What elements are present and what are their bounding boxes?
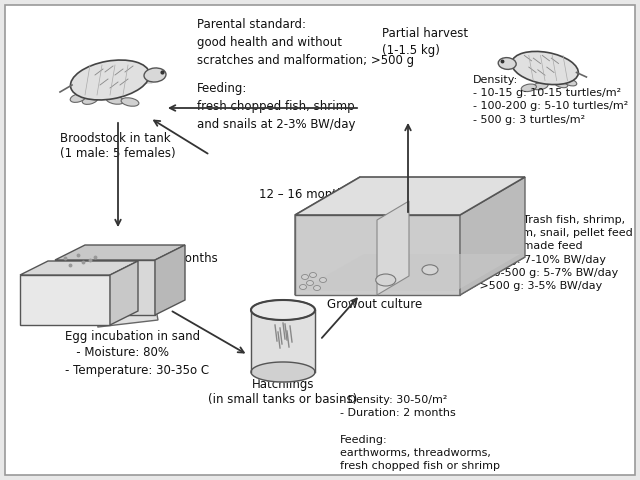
- Ellipse shape: [555, 81, 568, 88]
- Ellipse shape: [521, 84, 536, 92]
- Ellipse shape: [82, 96, 98, 104]
- Ellipse shape: [300, 285, 307, 289]
- Text: Egg incubation in sand: Egg incubation in sand: [65, 330, 200, 343]
- Ellipse shape: [564, 79, 577, 86]
- Text: Density:
- 10-15 g: 10-15 turtles/m²
- 100-200 g: 5-10 turtles/m²
- 500 g: 3 tur: Density: - 10-15 g: 10-15 turtles/m² - 1…: [473, 75, 628, 125]
- Text: Feeding:
fresh chopped fish, shrimp
and snails at 2-3% BW/day: Feeding: fresh chopped fish, shrimp and …: [197, 82, 355, 131]
- Ellipse shape: [498, 58, 516, 70]
- Text: Feeding: Trash fish, shrimp,
earthworm, snail, pellet feed
or home-made feed
- >: Feeding: Trash fish, shrimp, earthworm, …: [472, 215, 633, 291]
- Polygon shape: [251, 310, 315, 372]
- Polygon shape: [460, 177, 525, 295]
- Ellipse shape: [422, 265, 438, 275]
- Polygon shape: [145, 73, 152, 83]
- Text: - Density: 30-50/m²
- Duration: 2 months

Feeding:
earthworms, threadworms,
fres: - Density: 30-50/m² - Duration: 2 months…: [340, 395, 500, 471]
- Ellipse shape: [70, 94, 86, 102]
- Ellipse shape: [70, 60, 150, 100]
- Ellipse shape: [301, 275, 308, 279]
- Polygon shape: [20, 275, 110, 325]
- Polygon shape: [251, 300, 315, 320]
- Text: - Moisture: 80%
- Temperature: 30-35o C: - Moisture: 80% - Temperature: 30-35o C: [65, 346, 209, 377]
- Polygon shape: [20, 261, 138, 275]
- Polygon shape: [251, 362, 315, 382]
- Polygon shape: [295, 177, 525, 215]
- Ellipse shape: [310, 273, 317, 277]
- Ellipse shape: [533, 82, 548, 90]
- Polygon shape: [55, 245, 185, 260]
- Text: 12 – 16 months: 12 – 16 months: [259, 188, 351, 201]
- Ellipse shape: [106, 96, 124, 104]
- Ellipse shape: [307, 280, 314, 286]
- Ellipse shape: [511, 51, 579, 84]
- Ellipse shape: [376, 274, 396, 286]
- Polygon shape: [295, 177, 360, 295]
- Polygon shape: [110, 261, 138, 325]
- Polygon shape: [55, 260, 155, 315]
- Text: Hatchlings
(in small tanks or basins): Hatchlings (in small tanks or basins): [209, 378, 358, 406]
- Text: Broodstock in tank
(1 male: 5 females): Broodstock in tank (1 male: 5 females): [60, 132, 175, 160]
- Ellipse shape: [314, 286, 321, 290]
- Polygon shape: [155, 245, 185, 315]
- Polygon shape: [377, 201, 409, 295]
- Ellipse shape: [319, 277, 326, 283]
- Text: Partial harvest
(1-1.5 kg): Partial harvest (1-1.5 kg): [382, 27, 468, 57]
- Text: Parental standard:
good health and without
scratches and malformation; >500 g: Parental standard: good health and witho…: [197, 18, 414, 67]
- Polygon shape: [295, 257, 525, 295]
- Polygon shape: [85, 248, 158, 327]
- Text: Growout culture: Growout culture: [328, 298, 422, 311]
- Text: 6 months: 6 months: [162, 252, 218, 265]
- Polygon shape: [299, 254, 520, 291]
- Ellipse shape: [144, 68, 166, 82]
- Polygon shape: [295, 215, 460, 295]
- FancyBboxPatch shape: [5, 5, 635, 475]
- Ellipse shape: [121, 98, 139, 106]
